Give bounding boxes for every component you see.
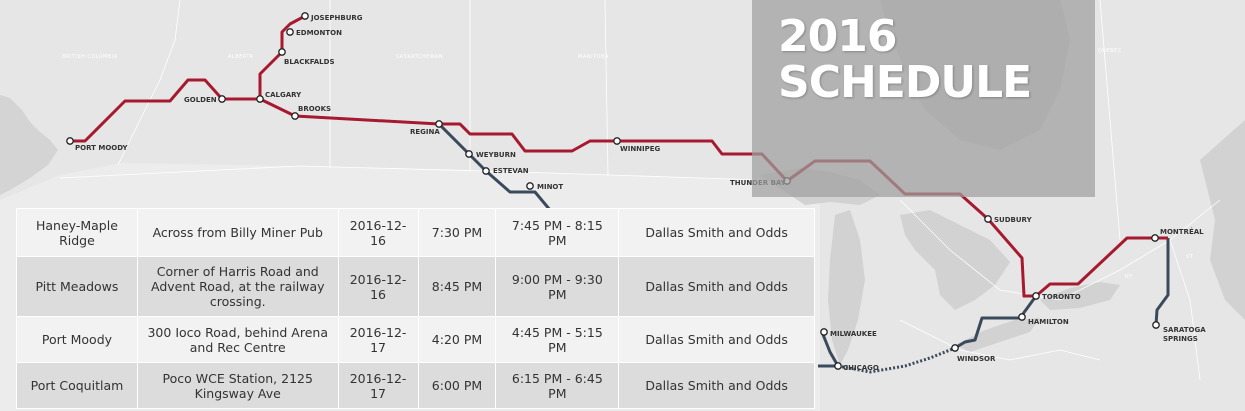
cell-date: 2016-12-16: [337, 208, 419, 257]
map-borders: [59, 0, 1221, 381]
region-alberta: ALBERTA: [228, 54, 254, 60]
node-golden[interactable]: [218, 95, 226, 103]
label-winnipeg: WINNIPEG: [620, 145, 661, 153]
node-winnipeg[interactable]: [613, 137, 621, 145]
node-estevan[interactable]: [482, 167, 490, 175]
cell-stop-time: 4:45 PM - 5:15 PM: [495, 316, 620, 363]
node-milwaukee[interactable]: [820, 328, 828, 336]
route-chicago-windsor: [837, 346, 956, 374]
label-edmonton: EDMONTON: [296, 29, 342, 37]
node-brooks[interactable]: [291, 112, 299, 120]
cell-city: Haney-Maple Ridge: [16, 208, 138, 257]
region-quebec: QUEBEC: [1098, 48, 1122, 54]
route-regina-minot: [437, 122, 552, 211]
route-milwaukee-chicago: [818, 331, 840, 368]
region-manitoba: MANITOBA: [578, 54, 609, 60]
region-bc: BRITISH COLUMBIA: [62, 54, 118, 60]
region-ny: NY: [1125, 274, 1133, 280]
label-minot: MINOT: [537, 183, 563, 191]
cell-arrival: 4:20 PM: [417, 316, 497, 363]
cell-location: Across from Billy Miner Pub: [136, 208, 339, 257]
label-toronto: TORONTO: [1042, 293, 1081, 301]
cell-location: Corner of Harris Road and Advent Road, a…: [136, 256, 339, 317]
label-blackfalds: BLACKFALDS: [284, 58, 334, 66]
node-saratoga-springs[interactable]: [1152, 321, 1160, 329]
node-chicago[interactable]: [834, 362, 842, 370]
cell-stop-time: 7:45 PM - 8:15 PM: [495, 208, 620, 257]
label-brooks: BROOKS: [298, 105, 331, 113]
node-josephburg[interactable]: [301, 12, 309, 20]
table-row: Pitt Meadows Corner of Harris Road and A…: [16, 256, 815, 317]
label-montreal: MONTRÉAL: [1160, 227, 1204, 236]
schedule-title-panel: 2016 SCHEDULE: [752, 0, 1095, 197]
region-vt: VT: [1186, 254, 1194, 260]
lake-ontario: [1040, 282, 1120, 310]
cell-date: 2016-12-17: [337, 316, 419, 363]
node-calgary[interactable]: [256, 95, 264, 103]
node-sudbury[interactable]: [984, 215, 992, 223]
route-main: [70, 78, 1168, 298]
node-regina[interactable]: [435, 120, 443, 128]
cell-city: Pitt Meadows: [16, 256, 138, 317]
atlantic-water: [1200, 120, 1245, 320]
label-golden: GOLDEN: [184, 96, 217, 104]
label-port-moody: PORT MOODY: [75, 144, 129, 152]
label-chicago: CHICAGO: [843, 364, 879, 372]
cell-city: Port Coquitlam: [16, 362, 138, 409]
label-josephburg: JOSEPHBURG: [310, 14, 363, 22]
cell-location: Poco WCE Station, 2125 Kingsway Ave: [136, 362, 339, 409]
route-calgary-josephburg: [258, 14, 306, 99]
cell-performers: Dallas Smith and Odds: [618, 362, 815, 409]
cell-arrival: 6:00 PM: [417, 362, 497, 409]
canada-route: [70, 14, 1168, 298]
label-windsor: WINDSOR: [957, 355, 996, 363]
node-edmonton[interactable]: [286, 28, 294, 36]
cell-stop-time: 6:15 PM - 6:45 PM: [495, 362, 620, 409]
cell-performers: Dallas Smith and Odds: [618, 256, 815, 317]
title-word: SCHEDULE: [778, 57, 1032, 108]
pacific-water: [0, 95, 58, 195]
schedule-title: 2016 SCHEDULE: [778, 11, 1032, 108]
label-calgary: CALGARY: [265, 91, 302, 99]
cell-performers: Dallas Smith and Odds: [618, 316, 815, 363]
label-saratoga-2: SPRINGS: [1163, 335, 1198, 343]
node-minot[interactable]: [526, 182, 534, 190]
node-weyburn[interactable]: [465, 150, 473, 158]
node-toronto[interactable]: [1032, 292, 1040, 300]
cell-performers: Dallas Smith and Odds: [618, 208, 815, 257]
cell-arrival: 7:30 PM: [417, 208, 497, 257]
table-row: Haney-Maple Ridge Across from Billy Mine…: [16, 208, 815, 257]
schedule-table: Haney-Maple Ridge Across from Billy Mine…: [16, 208, 815, 409]
lake-huron: [900, 210, 1010, 310]
node-montreal[interactable]: [1151, 234, 1159, 242]
region-sask: SASKATCHEWAN: [396, 54, 443, 60]
label-hamilton: HAMILTON: [1028, 318, 1069, 326]
lake-erie: [955, 318, 1040, 352]
label-weyburn: WEYBURN: [476, 151, 516, 159]
cell-date: 2016-12-16: [337, 256, 419, 317]
cell-city: Port Moody: [16, 316, 138, 363]
table-row: Port Moody 300 Ioco Road, behind Arena a…: [16, 316, 815, 363]
table-row: Port Coquitlam Poco WCE Station, 2125 Ki…: [16, 362, 815, 409]
cell-arrival: 8:45 PM: [417, 256, 497, 317]
node-port-moody[interactable]: [66, 137, 74, 145]
city-nodes: [66, 12, 1160, 370]
label-milwaukee: MILWAUKEE: [830, 330, 877, 338]
label-sudbury: SUDBURY: [994, 216, 1033, 224]
label-regina: REGINA: [410, 128, 440, 136]
node-hamilton[interactable]: [1018, 313, 1026, 321]
label-estevan: ESTEVAN: [493, 167, 529, 175]
lake-michigan: [828, 210, 865, 365]
title-year: 2016: [778, 11, 897, 62]
node-windsor[interactable]: [951, 344, 959, 352]
cell-date: 2016-12-17: [337, 362, 419, 409]
route-montreal-saratoga: [1154, 238, 1170, 326]
node-blackfalds[interactable]: [278, 48, 286, 56]
cell-stop-time: 9:00 PM - 9:30 PM: [495, 256, 620, 317]
cell-location: 300 Ioco Road, behind Arena and Rec Cent…: [136, 316, 339, 363]
label-saratoga-1: SARATOGA: [1163, 326, 1206, 334]
